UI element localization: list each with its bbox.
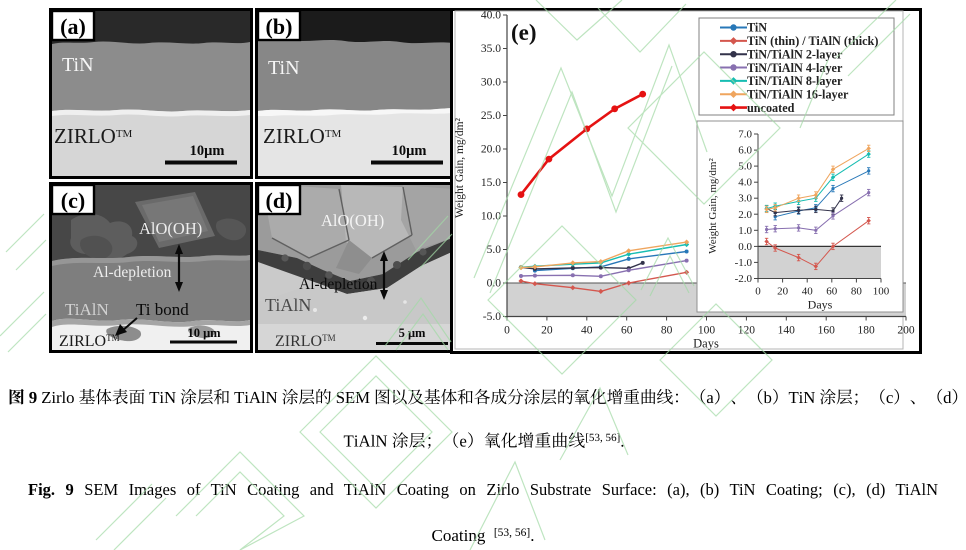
svg-text:Ti bond: Ti bond (136, 300, 189, 319)
svg-text:6.0: 6.0 (738, 145, 752, 157)
svg-text:AlO(OH): AlO(OH) (139, 219, 202, 238)
svg-text:0.0: 0.0 (738, 241, 752, 253)
svg-text:5.0: 5.0 (487, 244, 502, 256)
svg-text:140: 140 (778, 325, 796, 337)
svg-text:AlO(OH): AlO(OH) (321, 211, 384, 230)
svg-text:TiN: TiN (268, 57, 300, 79)
svg-text:TiN (thin) / TiAlN (thick): TiN (thin) / TiAlN (thick) (747, 34, 878, 48)
svg-text:1.0: 1.0 (738, 225, 752, 237)
svg-text:0: 0 (504, 325, 510, 337)
svg-text:2.0: 2.0 (738, 209, 752, 221)
svg-text:-5.0: -5.0 (483, 311, 501, 323)
svg-text:40: 40 (581, 325, 593, 337)
svg-text:10 μm: 10 μm (187, 326, 221, 340)
svg-text:Days: Days (693, 337, 719, 351)
svg-text:10.0: 10.0 (481, 211, 501, 223)
svg-text:60: 60 (621, 325, 633, 337)
svg-text:20: 20 (541, 325, 553, 337)
svg-text:5 μm: 5 μm (399, 326, 426, 340)
svg-text:100: 100 (698, 325, 716, 337)
svg-text:ZIRLOTM: ZIRLOTM (275, 333, 336, 350)
svg-text:TiN/TiAlN 8-layer: TiN/TiAlN 8-layer (747, 74, 843, 88)
svg-text:7.0: 7.0 (738, 129, 752, 141)
svg-text:10μm: 10μm (190, 143, 225, 159)
svg-text:-1.0: -1.0 (735, 257, 753, 269)
svg-text:160: 160 (818, 325, 836, 337)
svg-text:uncoated: uncoated (747, 101, 795, 115)
svg-text:30.0: 30.0 (481, 77, 501, 89)
svg-text:5.0: 5.0 (738, 161, 752, 173)
svg-text:TiN/TiAlN 16-layer: TiN/TiAlN 16-layer (747, 88, 849, 102)
svg-text:TiN/TiAlN 2-layer: TiN/TiAlN 2-layer (747, 47, 843, 61)
svg-text:(c): (c) (61, 188, 85, 213)
svg-text:80: 80 (851, 286, 863, 298)
svg-text:100: 100 (873, 286, 890, 298)
svg-text:20: 20 (777, 286, 789, 298)
svg-text:80: 80 (661, 325, 673, 337)
svg-text:TiAlN: TiAlN (265, 295, 311, 315)
svg-text:200: 200 (897, 325, 915, 337)
svg-text:4.0: 4.0 (738, 177, 752, 189)
svg-text:-2.0: -2.0 (735, 273, 753, 285)
svg-text:Al-depletion: Al-depletion (299, 276, 378, 293)
svg-text:120: 120 (738, 325, 756, 337)
svg-text:15.0: 15.0 (481, 177, 501, 189)
svg-text:0: 0 (755, 286, 761, 298)
svg-text:25.0: 25.0 (481, 110, 501, 122)
svg-text:0.0: 0.0 (487, 278, 502, 290)
svg-text:Al-depletion: Al-depletion (93, 264, 172, 281)
svg-text:TiN/TiAlN 4-layer: TiN/TiAlN 4-layer (747, 61, 843, 75)
svg-text:40: 40 (802, 286, 814, 298)
svg-text:60: 60 (826, 286, 838, 298)
svg-text:TiN: TiN (62, 54, 94, 76)
svg-text:(a): (a) (60, 14, 86, 39)
svg-text:(e): (e) (511, 20, 537, 45)
svg-text:TiN: TiN (747, 21, 767, 35)
svg-text:Weight Gain, mg/dm²: Weight Gain, mg/dm² (707, 158, 719, 254)
svg-text:20.0: 20.0 (481, 144, 501, 156)
svg-text:TiAlN: TiAlN (65, 300, 109, 319)
svg-text:10μm: 10μm (392, 143, 427, 159)
svg-text:35.0: 35.0 (481, 43, 501, 55)
svg-text:(d): (d) (266, 188, 293, 213)
svg-text:3.0: 3.0 (738, 193, 752, 205)
svg-text:Days: Days (808, 298, 833, 312)
svg-text:Weight Gain, mg/dm²: Weight Gain, mg/dm² (454, 117, 466, 217)
svg-text:40.0: 40.0 (481, 10, 501, 22)
svg-text:180: 180 (857, 325, 875, 337)
svg-text:(b): (b) (266, 14, 293, 39)
svg-text:ZIRLOTM: ZIRLOTM (59, 333, 120, 350)
